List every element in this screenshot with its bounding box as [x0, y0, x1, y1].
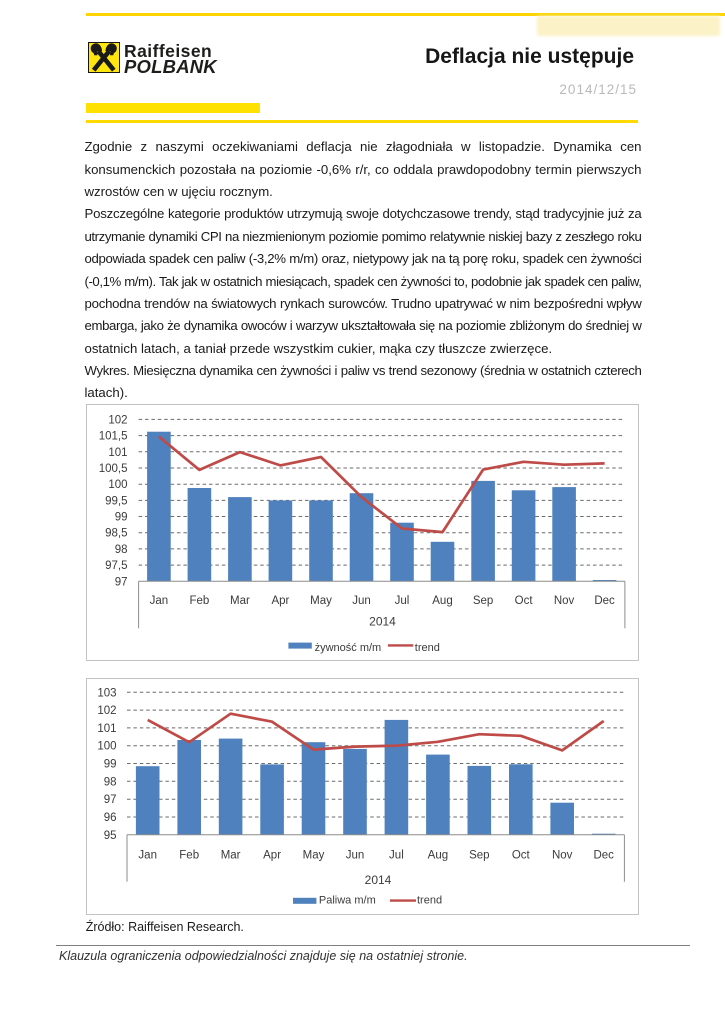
svg-text:100: 100 — [108, 479, 127, 491]
svg-text:100: 100 — [97, 741, 116, 753]
svg-text:97: 97 — [115, 576, 128, 588]
svg-text:Oct: Oct — [515, 595, 534, 607]
svg-text:99,5: 99,5 — [105, 495, 127, 507]
svg-text:97,5: 97,5 — [105, 560, 127, 572]
svg-text:Jul: Jul — [389, 850, 404, 862]
svg-text:trend: trend — [415, 642, 440, 654]
svg-text:Jun: Jun — [352, 595, 371, 607]
svg-text:Sep: Sep — [473, 595, 493, 607]
svg-text:Sep: Sep — [469, 850, 489, 862]
svg-text:Aug: Aug — [428, 850, 448, 862]
svg-text:May: May — [310, 595, 332, 607]
svg-text:101: 101 — [108, 446, 127, 458]
svg-text:Jul: Jul — [395, 595, 410, 607]
svg-text:trend: trend — [417, 894, 442, 906]
svg-text:Jan: Jan — [138, 850, 157, 862]
svg-text:Jan: Jan — [150, 595, 169, 607]
svg-text:99: 99 — [104, 759, 117, 771]
svg-text:Oct: Oct — [512, 850, 531, 862]
svg-text:Dec: Dec — [593, 850, 614, 862]
svg-text:99: 99 — [115, 511, 128, 523]
svg-text:żywność m/m: żywność m/m — [315, 642, 382, 654]
svg-text:96: 96 — [104, 812, 117, 824]
svg-text:Feb: Feb — [179, 850, 199, 862]
svg-text:103: 103 — [97, 687, 116, 699]
svg-text:Nov: Nov — [552, 850, 573, 862]
svg-text:Jun: Jun — [346, 850, 365, 862]
svg-text:Mar: Mar — [230, 595, 250, 607]
svg-text:102: 102 — [108, 414, 127, 426]
svg-text:May: May — [303, 850, 325, 862]
svg-text:Aug: Aug — [432, 595, 452, 607]
svg-text:101,5: 101,5 — [99, 430, 128, 442]
svg-text:Apr: Apr — [263, 850, 281, 862]
svg-text:101: 101 — [97, 723, 116, 735]
svg-text:98,5: 98,5 — [105, 527, 127, 539]
svg-text:Apr: Apr — [271, 595, 289, 607]
svg-text:Mar: Mar — [221, 850, 241, 862]
svg-text:102: 102 — [97, 705, 116, 717]
svg-text:Feb: Feb — [189, 595, 209, 607]
svg-text:95: 95 — [104, 830, 117, 842]
svg-text:97: 97 — [104, 794, 117, 806]
svg-text:2014: 2014 — [365, 873, 392, 887]
svg-text:Dec: Dec — [594, 595, 615, 607]
svg-text:Nov: Nov — [554, 595, 575, 607]
svg-text:98: 98 — [115, 543, 128, 555]
svg-text:98: 98 — [104, 776, 117, 788]
svg-text:100,5: 100,5 — [99, 463, 128, 475]
svg-text:2014: 2014 — [369, 614, 396, 628]
svg-text:Paliwa m/m: Paliwa m/m — [319, 894, 376, 906]
